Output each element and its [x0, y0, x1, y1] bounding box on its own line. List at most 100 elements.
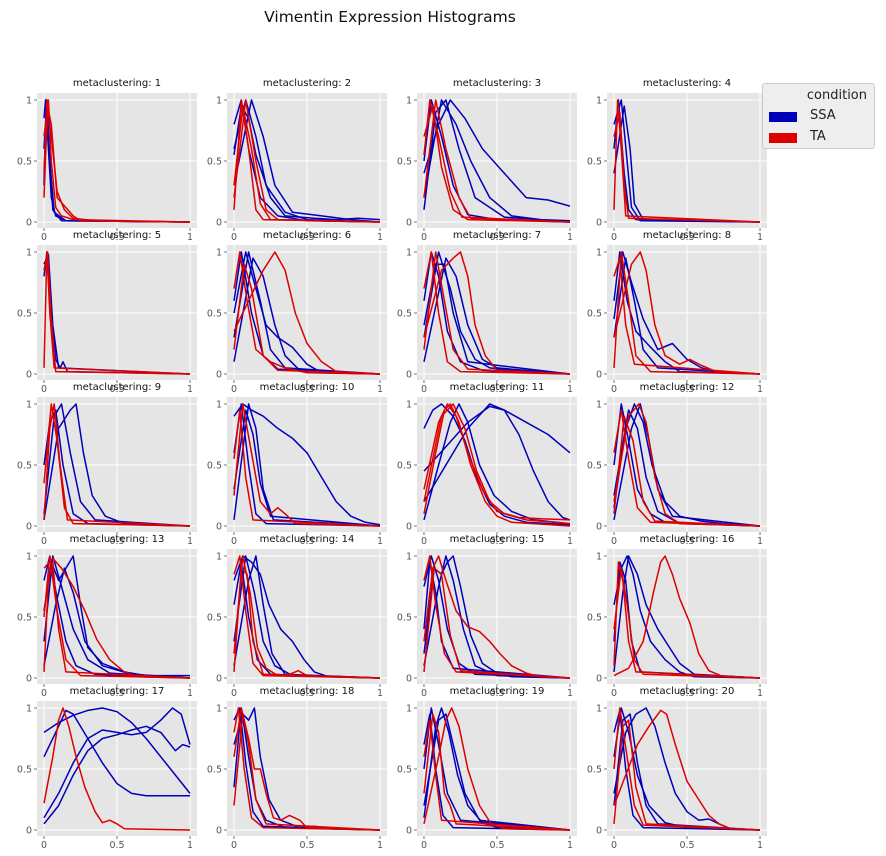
x-tick-label: 0.5	[299, 536, 314, 547]
curve-ta	[423, 719, 571, 831]
panel-title: metaclustering: 2	[263, 78, 351, 89]
curve-ssa	[233, 251, 381, 375]
curve-ta	[613, 567, 761, 679]
curve-ssa	[423, 403, 571, 525]
panel-title: metaclustering: 14	[260, 534, 355, 545]
y-tick-label: 0.5	[397, 765, 412, 776]
x-tick-label: 1	[757, 840, 763, 851]
curve-ta	[43, 561, 191, 679]
x-tick-label: 1	[377, 536, 383, 547]
y-tick-label: 0.5	[17, 765, 32, 776]
curve-ssa	[43, 555, 191, 679]
curve-ta	[233, 251, 381, 375]
y-tick-label: 0	[406, 826, 412, 837]
y-tick-label: 1	[596, 552, 602, 563]
y-tick-label: 0	[216, 826, 222, 837]
x-tick-label: 0	[41, 840, 47, 851]
curve-ssa	[613, 555, 761, 679]
legend-swatch-ta	[769, 133, 797, 143]
y-tick-label: 1	[406, 96, 412, 107]
y-tick-label: 0.5	[397, 309, 412, 320]
x-tick-label: 1	[377, 384, 383, 395]
curve-ta	[43, 105, 191, 223]
curve-ta	[43, 555, 191, 679]
x-tick-label: 0.5	[679, 688, 694, 699]
curve-ta	[233, 263, 381, 375]
y-tick-label: 0.5	[397, 613, 412, 624]
x-tick-label: 0	[611, 536, 617, 547]
x-tick-label: 1	[567, 840, 573, 851]
x-tick-label: 0.5	[489, 688, 504, 699]
y-tick-label: 0.5	[207, 765, 222, 776]
x-tick-label: 1	[757, 536, 763, 547]
curve-ta	[613, 257, 761, 375]
x-tick-label: 0.5	[679, 384, 694, 395]
y-tick-label: 0	[406, 370, 412, 381]
y-tick-label: 0.5	[207, 157, 222, 168]
x-tick-label: 0.5	[489, 840, 504, 851]
legend-title: condition	[806, 88, 867, 103]
curve-ta	[423, 403, 571, 521]
curve-ta	[613, 251, 761, 375]
y-tick-label: 0	[406, 218, 412, 229]
curve-ta	[423, 555, 571, 679]
x-tick-label: 0.5	[679, 840, 694, 851]
x-tick-label: 0.5	[109, 536, 124, 547]
y-tick-label: 1	[596, 96, 602, 107]
x-tick-label: 1	[377, 232, 383, 243]
y-tick-label: 0.5	[17, 309, 32, 320]
curve-ta	[43, 403, 191, 527]
x-tick-label: 0	[611, 384, 617, 395]
x-tick-label: 0	[611, 688, 617, 699]
curve-ta	[233, 409, 381, 527]
x-tick-label: 0.5	[109, 688, 124, 699]
y-tick-label: 0.5	[587, 157, 602, 168]
curve-ssa	[423, 403, 571, 521]
x-tick-label: 0.5	[489, 536, 504, 547]
x-tick-label: 0	[41, 536, 47, 547]
x-tick-label: 1	[567, 232, 573, 243]
y-tick-label: 1	[26, 704, 32, 715]
x-tick-label: 1	[187, 232, 193, 243]
y-tick-label: 0	[216, 370, 222, 381]
x-tick-label: 1	[567, 536, 573, 547]
y-tick-label: 0.5	[587, 613, 602, 624]
y-tick-label: 1	[26, 400, 32, 411]
y-tick-label: 0.5	[587, 765, 602, 776]
y-tick-label: 0	[596, 826, 602, 837]
curve-ssa	[423, 251, 571, 375]
y-tick-label: 1	[406, 400, 412, 411]
curve-ssa	[423, 257, 571, 375]
panel-title: metaclustering: 17	[70, 686, 165, 697]
curve-ssa	[423, 713, 571, 831]
y-tick-label: 0	[216, 522, 222, 533]
y-tick-label: 0.5	[17, 613, 32, 624]
y-tick-label: 1	[216, 248, 222, 259]
y-tick-label: 0	[26, 674, 32, 685]
y-tick-label: 0	[26, 522, 32, 533]
panel-title: metaclustering: 7	[453, 230, 541, 241]
curve-ta	[613, 719, 761, 831]
curve-ssa	[233, 555, 381, 679]
x-tick-label: 0	[231, 384, 237, 395]
y-tick-label: 0.5	[207, 461, 222, 472]
panel-3: 0 0.5 1 0 0.5 1 metaclustering: 3	[397, 78, 577, 243]
x-tick-label: 0	[421, 232, 427, 243]
curve-ssa	[43, 403, 191, 527]
y-tick-label: 0	[596, 370, 602, 381]
curve-ta	[423, 251, 571, 375]
x-tick-label: 1	[187, 536, 193, 547]
x-tick-label: 1	[377, 688, 383, 699]
y-tick-label: 1	[596, 704, 602, 715]
curve-ta	[613, 561, 761, 679]
curve-ta	[233, 707, 381, 831]
figure-title: Vimentin Expression Histograms	[264, 8, 516, 26]
y-tick-label: 1	[216, 704, 222, 715]
panel-2: 0 0.5 1 0 0.5 1 metaclustering: 2	[207, 78, 387, 243]
x-tick-label: 0.5	[679, 232, 694, 243]
